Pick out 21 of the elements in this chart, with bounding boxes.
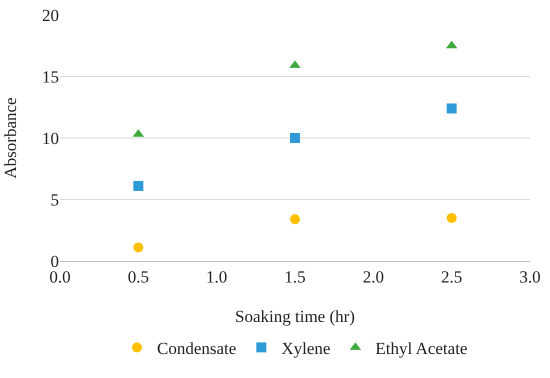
y-tick-label: 15	[42, 67, 59, 86]
y-tick-label: 20	[42, 6, 59, 25]
legend-label: Xylene	[281, 339, 330, 358]
point	[446, 103, 457, 114]
point	[290, 133, 300, 143]
x-axis-title: Soaking time (hr)	[235, 307, 355, 326]
x-tick-label: 2.5	[441, 267, 462, 286]
y-tick-label: 10	[42, 128, 59, 148]
x-tick-label: 2.0	[362, 267, 384, 286]
y-tick-label: 5	[50, 190, 59, 210]
x-tick-label: 1.0	[206, 267, 228, 286]
point	[133, 180, 144, 191]
x-tick-label: 3.0	[519, 267, 541, 286]
point	[290, 214, 300, 224]
x-tick-label: 0.5	[128, 267, 149, 286]
y-axis-title: Absorbance	[1, 97, 20, 179]
legend-label: Condensate	[157, 339, 236, 358]
point	[133, 242, 144, 252]
point	[446, 212, 457, 223]
legend-label: Ethyl Acetate	[375, 339, 468, 358]
x-tick-label: 1.5	[284, 267, 306, 286]
